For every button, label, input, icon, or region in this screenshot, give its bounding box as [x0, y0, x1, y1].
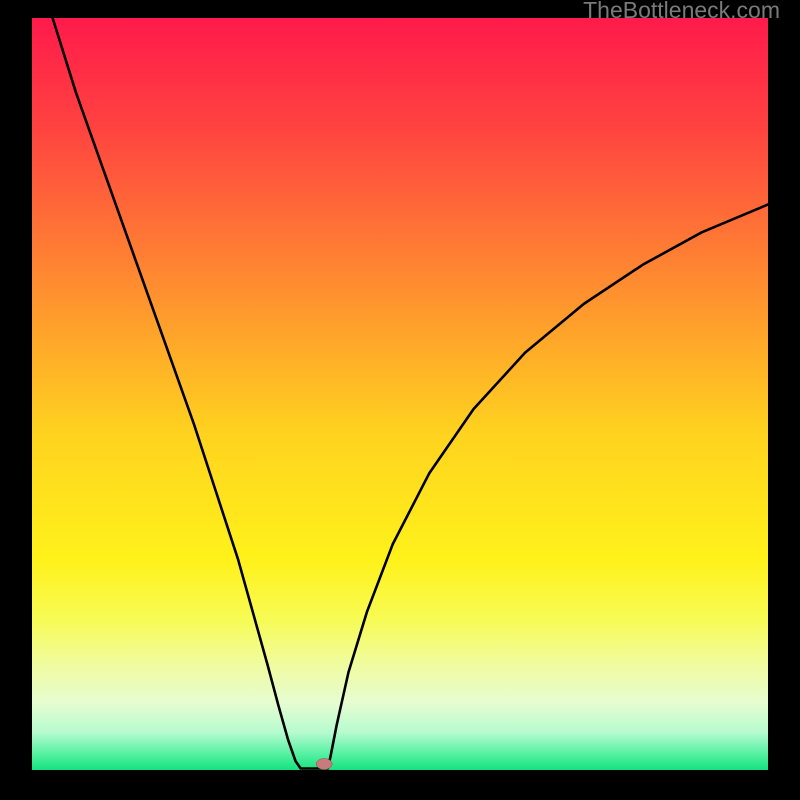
bottleneck-curve	[53, 18, 768, 769]
optimum-marker	[316, 758, 332, 769]
chart-frame: TheBottleneck.com	[0, 0, 800, 800]
watermark-text: TheBottleneck.com	[583, 0, 780, 24]
plot-area	[32, 18, 768, 770]
curve-layer	[32, 18, 768, 770]
